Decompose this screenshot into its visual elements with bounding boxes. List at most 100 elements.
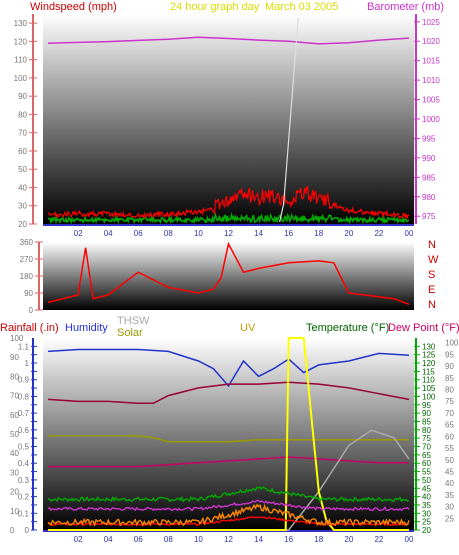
dew-tick-label: 60 — [445, 432, 454, 441]
rain-tick-label: 90 — [10, 353, 19, 362]
orange-trace-line — [47, 503, 410, 527]
rain-tick-label: 40 — [10, 449, 19, 458]
uv-series-line — [48, 337, 409, 531]
humidity-tick-label: 0.7 — [18, 409, 30, 418]
wind-tick-label: 120 — [14, 37, 28, 46]
dew-tick-label: 70 — [445, 409, 454, 418]
humidity-tick-label: 0.8 — [18, 392, 30, 401]
direction-tick-label: 360 — [20, 238, 34, 247]
climate-x-tick-label: 18 — [314, 535, 323, 544]
climate-series — [47, 337, 410, 531]
temp-tick-label: 75 — [422, 434, 431, 443]
dew-tick-label: 65 — [445, 421, 454, 430]
dew-tick-label: 45 — [445, 467, 454, 476]
climate-x-tick-label: 06 — [134, 535, 143, 544]
direction-axis: 0 90 180 270 360 — [20, 238, 43, 315]
wind-x-tick-label: 16 — [284, 229, 293, 238]
wind-tick-label: 130 — [14, 19, 28, 28]
wind-x-tick-label: 04 — [104, 229, 113, 238]
compass-label: S — [428, 269, 435, 281]
baro-tick-label: 1020 — [422, 37, 440, 46]
temp-tick-label: 50 — [422, 476, 431, 485]
climate-x-tick-label: 04 — [104, 535, 113, 544]
baro-tick-label: 995 — [422, 134, 436, 143]
uv-label: UV — [240, 322, 256, 334]
climate-x-tick-label: 14 — [254, 535, 263, 544]
rain-tick-label: 20 — [10, 488, 19, 497]
dew-label: Dew Point (°F) — [388, 322, 459, 334]
wind-panel-bg — [43, 14, 414, 224]
baro-tick-label: 1015 — [422, 57, 440, 66]
temp-tick-label: 80 — [422, 426, 431, 435]
dew-tick-label: 90 — [445, 362, 454, 371]
wind-tick-label: 70 — [18, 129, 27, 138]
temp-tick-label: 110 — [422, 376, 435, 385]
wind-axis: 20 30 40 50 60 70 80 90 100 110 120 130 — [14, 14, 37, 229]
temp-tick-label: 25 — [422, 518, 431, 527]
dew-tick-label: 95 — [445, 350, 454, 359]
temperature-series-line — [47, 381, 410, 405]
wind-tick-label: 80 — [18, 110, 27, 119]
dew-tick-label: 80 — [445, 386, 454, 395]
climate-axes: 010203040506070809010000.10.20.30.40.50.… — [10, 334, 459, 535]
rain-label: Rainfall (.in) — [0, 322, 59, 334]
baro-tick-label: 1000 — [422, 115, 440, 124]
rain-tick-label: 30 — [10, 468, 19, 477]
rain-tick-label: 60 — [10, 411, 19, 420]
climate-x-tick-label: 00 — [405, 535, 414, 544]
dew-tick-label: 40 — [445, 479, 454, 488]
wind-x-tick-label: 06 — [134, 229, 143, 238]
temp-tick-label: 130 — [422, 342, 436, 351]
wind-x-tick-label: 08 — [164, 229, 173, 238]
chart-date: March 03 2005 — [265, 1, 338, 13]
humidity-tick-label: 1.1 — [18, 342, 30, 351]
wind-x-tick-label: 12 — [224, 229, 233, 238]
compass-label: W — [428, 254, 439, 266]
wind-tick-label: 100 — [14, 74, 28, 83]
direction-tick-label: 180 — [20, 272, 34, 281]
humidity-tick-label: 0.4 — [18, 459, 30, 468]
climate-x-tick-label: 02 — [74, 535, 83, 544]
wind-tick-label: 20 — [18, 220, 27, 229]
wind-x-tick-label: 20 — [344, 229, 353, 238]
temp-tick-label: 90 — [422, 409, 431, 418]
dew-tick-label: 100 — [445, 339, 459, 348]
humidity-tick-label: 1 — [25, 359, 30, 368]
green-trace-line — [47, 486, 410, 503]
temp-tick-label: 55 — [422, 468, 431, 477]
dew-tick-label: 35 — [445, 491, 454, 500]
temp-tick-label: 60 — [422, 459, 431, 468]
temp-tick-label: 40 — [422, 493, 431, 502]
dew-tick-label: 25 — [445, 514, 454, 523]
compass-label: N — [428, 299, 436, 311]
thsw-series-line — [48, 429, 410, 531]
rain-tick-label: 70 — [10, 392, 19, 401]
wind-tick-label: 60 — [18, 147, 27, 156]
direction-panel-bg — [43, 242, 414, 310]
wind-tick-label: 50 — [18, 165, 27, 174]
wind-white-line — [279, 17, 299, 223]
temp-tick-label: 70 — [422, 443, 431, 452]
temp-tick-label: 95 — [422, 401, 431, 410]
wind-x-tick-label: 02 — [74, 229, 83, 238]
wind-tick-label: 90 — [18, 92, 27, 101]
thsw-label: THSW — [117, 315, 150, 327]
climate-x-tick-label: 12 — [224, 535, 233, 544]
wind-x-tick-label: 10 — [194, 229, 203, 238]
humidity-tick-label: 0.5 — [18, 443, 30, 452]
baro-tick-label: 990 — [422, 154, 436, 163]
baro-tick-label: 975 — [422, 212, 436, 221]
rain-tick-label: 0 — [10, 526, 15, 535]
red-trace-line — [47, 516, 410, 527]
magenta-trace-line — [47, 499, 410, 512]
dew-tick-label: 85 — [445, 374, 454, 383]
direction-tick-label: 270 — [20, 255, 34, 264]
climate-x-tick-label: 22 — [374, 535, 383, 544]
direction-series-line — [47, 241, 410, 306]
dew-tick-label: 50 — [445, 456, 454, 465]
dewpoint-series-line — [48, 456, 409, 468]
rain-tick-label: 50 — [10, 430, 19, 439]
dew-tick-label: 55 — [445, 444, 454, 453]
